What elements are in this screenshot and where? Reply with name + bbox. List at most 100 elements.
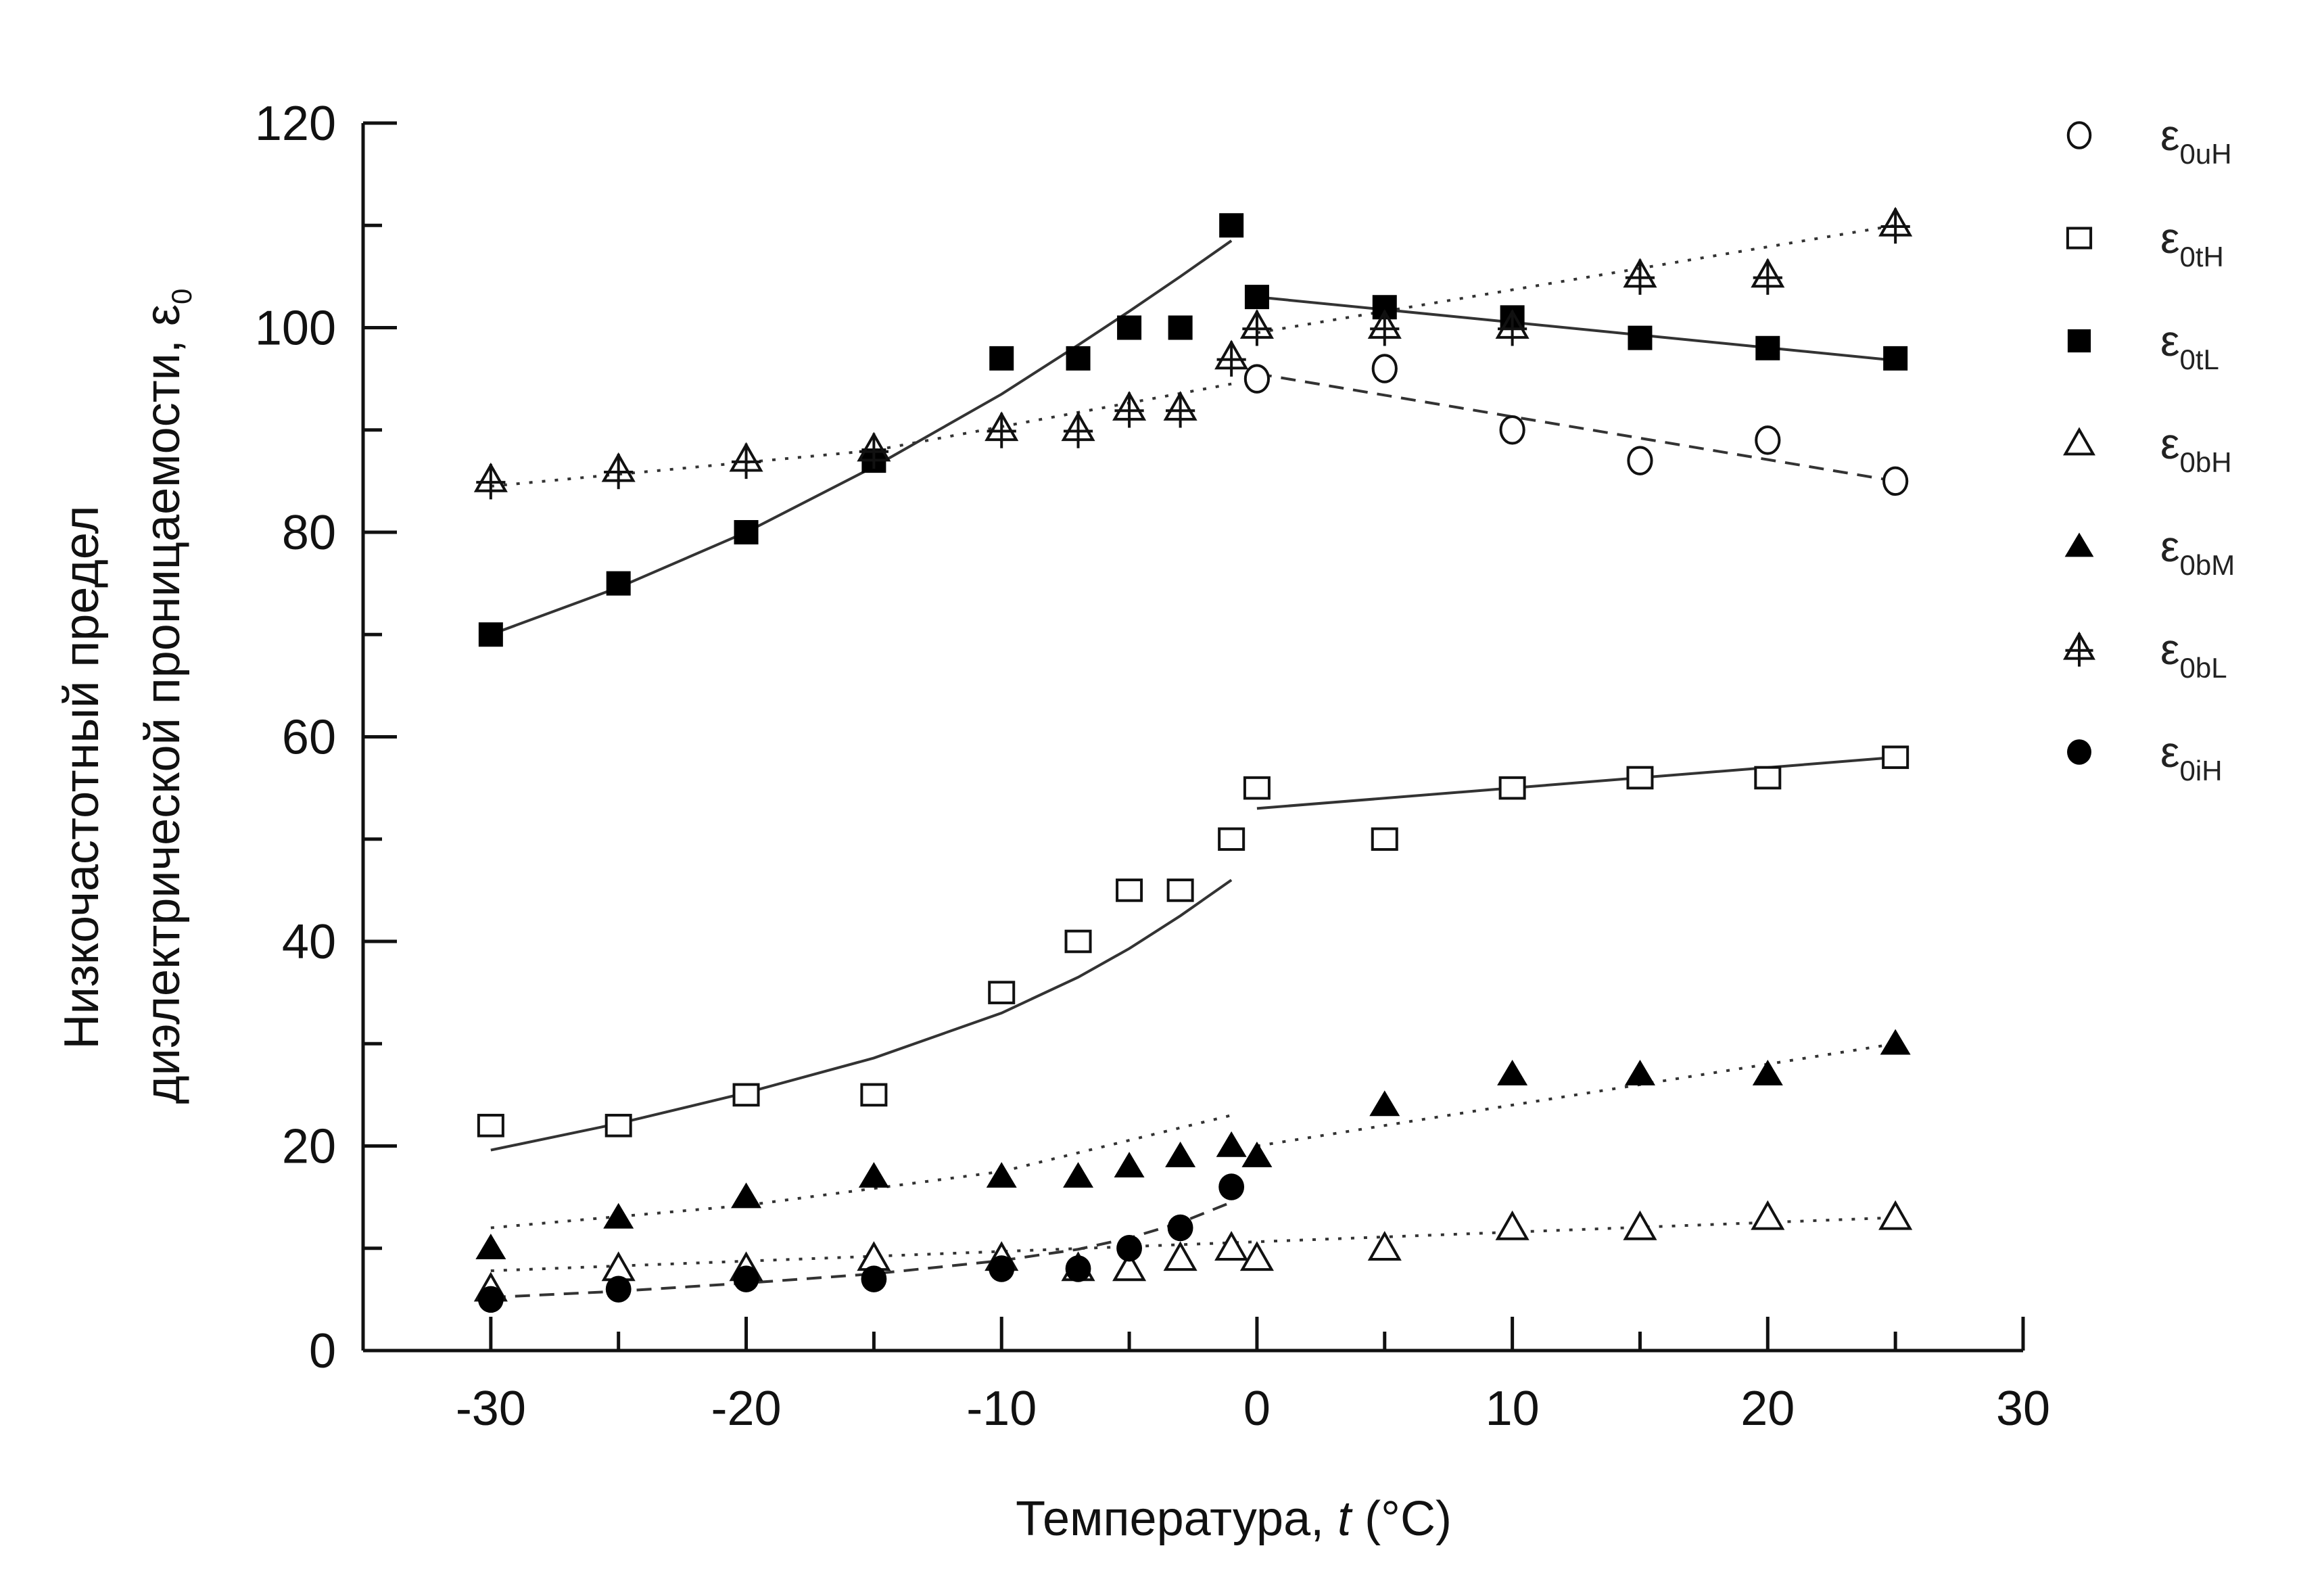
- point-0bH: [1214, 1231, 1249, 1261]
- point-0tH: [1218, 827, 1246, 851]
- point-0bM: [1752, 1060, 1783, 1085]
- x-tick-label: 10: [1486, 1382, 1540, 1436]
- point-0tL: [1883, 346, 1908, 371]
- point-0tL: [1755, 335, 1780, 360]
- point-0tL: [1066, 346, 1091, 371]
- point-0uH: [1882, 466, 1909, 496]
- y-axis-title-line-2: диэлектрической проницаемости, ε0: [136, 289, 197, 1104]
- point-0bM: [1216, 1131, 1247, 1157]
- point-0tH: [1371, 827, 1398, 851]
- series-0tH: [477, 745, 1910, 1138]
- point-0bM: [603, 1202, 634, 1229]
- x-tick-label: 30: [1996, 1382, 2050, 1436]
- series-0bL: [473, 206, 1913, 500]
- point-0bM: [731, 1182, 762, 1209]
- x-axis-title: Температура, t (°C): [1016, 1492, 1452, 1546]
- point-0tH: [1754, 766, 1782, 790]
- point-0tL: [1628, 325, 1653, 350]
- point-0tL: [1117, 315, 1142, 340]
- point-0tH: [1064, 929, 1092, 954]
- point-0iH: [733, 1265, 759, 1292]
- point-0bL: [1163, 391, 1197, 428]
- point-0iH: [1218, 1173, 1245, 1200]
- point-0bL: [1061, 411, 1095, 448]
- fit-line-0tH: [490, 879, 1233, 1152]
- fit-line-0tL: [490, 239, 1233, 636]
- x-tick-label: -20: [711, 1382, 782, 1436]
- legend-item-0uH: ε0uH: [2066, 111, 2232, 170]
- point-0iH: [1167, 1214, 1193, 1242]
- point-0tH: [1626, 766, 1654, 790]
- point-0bH: [1878, 1200, 1913, 1230]
- point-0bH: [1367, 1231, 1402, 1261]
- point-0bM: [475, 1234, 506, 1259]
- fit-line-0bM: [1256, 1042, 1896, 1148]
- point-0bL: [1495, 309, 1529, 346]
- legend-label: ε0bH: [2160, 419, 2232, 478]
- point-0bM: [986, 1162, 1017, 1188]
- y-tick-label: 60: [282, 711, 336, 765]
- y-tick-label: 100: [255, 302, 336, 356]
- legend-label: ε0tL: [2160, 317, 2219, 375]
- point-0iH: [861, 1265, 887, 1292]
- point-0bH: [1239, 1241, 1274, 1271]
- point-0iH: [605, 1275, 632, 1303]
- legend-label: ε0uH: [2160, 111, 2232, 170]
- legend-item-0bL: ε0bL: [2063, 625, 2227, 684]
- point-0bL: [1367, 309, 1402, 346]
- point-0bH: [1495, 1210, 1529, 1240]
- point-0bH: [1751, 1200, 1785, 1230]
- y-tick-label: 40: [282, 915, 336, 969]
- fit-line-0bH: [490, 1216, 1896, 1273]
- x-tick-label: -10: [966, 1382, 1037, 1436]
- y-axis-title-line-1: Низкочастотный предел: [55, 505, 109, 1049]
- point-0bL: [1751, 258, 1785, 295]
- legend-label: ε0bM: [2160, 522, 2235, 581]
- point-0bM: [1497, 1060, 1528, 1085]
- point-0uH: [1755, 425, 1781, 455]
- point-0tH: [732, 1083, 760, 1107]
- fit-line-0tH: [1256, 755, 1896, 810]
- series-0iH: [477, 1173, 1245, 1313]
- point-0bL: [985, 411, 1019, 448]
- y-axis-title: Низкочастотный предел диэлектрической пр…: [55, 289, 197, 1104]
- y-tick-label: 80: [282, 506, 336, 560]
- point-0tH: [1243, 776, 1271, 800]
- legend-label: ε0iH: [2160, 728, 2223, 787]
- fit-line-0bM: [490, 1114, 1232, 1230]
- point-0bM: [1114, 1152, 1145, 1177]
- x-tick-label: -30: [456, 1382, 526, 1436]
- x-tick-label: 20: [1740, 1382, 1795, 1436]
- point-0bL: [857, 431, 891, 469]
- point-0bM: [1880, 1029, 1911, 1055]
- point-0uH: [1371, 354, 1398, 383]
- legend-marker-icon: [2063, 427, 2095, 456]
- legend-item-0bH: ε0bH: [2063, 419, 2232, 478]
- fit-line-0uH: [1256, 372, 1896, 483]
- point-0tH: [1498, 776, 1526, 800]
- legend-marker-icon: [2066, 121, 2092, 149]
- point-0tH: [1166, 879, 1194, 902]
- point-0bL: [601, 452, 636, 490]
- point-0bL: [1239, 309, 1274, 346]
- legend-label: ε0tH: [2160, 214, 2224, 273]
- point-0tH: [988, 981, 1016, 1004]
- point-0bH: [1112, 1251, 1147, 1282]
- series-0bM: [475, 1029, 1911, 1259]
- y-ticks: 0 20 40 60 80 100 120: [255, 97, 397, 1378]
- point-0tH: [1882, 745, 1910, 770]
- legend-item-0iH: ε0iH: [2067, 728, 2223, 787]
- point-0bL: [1878, 206, 1913, 244]
- x-tick-label: 0: [1243, 1382, 1271, 1436]
- point-0bM: [1241, 1142, 1273, 1167]
- legend-item-0bM: ε0bM: [2064, 522, 2235, 581]
- point-0bM: [1369, 1090, 1400, 1117]
- legend-item-0tH: ε0tH: [2066, 214, 2224, 273]
- point-0tH: [477, 1113, 504, 1138]
- point-0bM: [1063, 1162, 1094, 1188]
- point-0tH: [604, 1113, 632, 1138]
- point-0bM: [858, 1162, 889, 1188]
- y-tick-label: 0: [309, 1324, 336, 1378]
- point-0bM: [1165, 1142, 1196, 1167]
